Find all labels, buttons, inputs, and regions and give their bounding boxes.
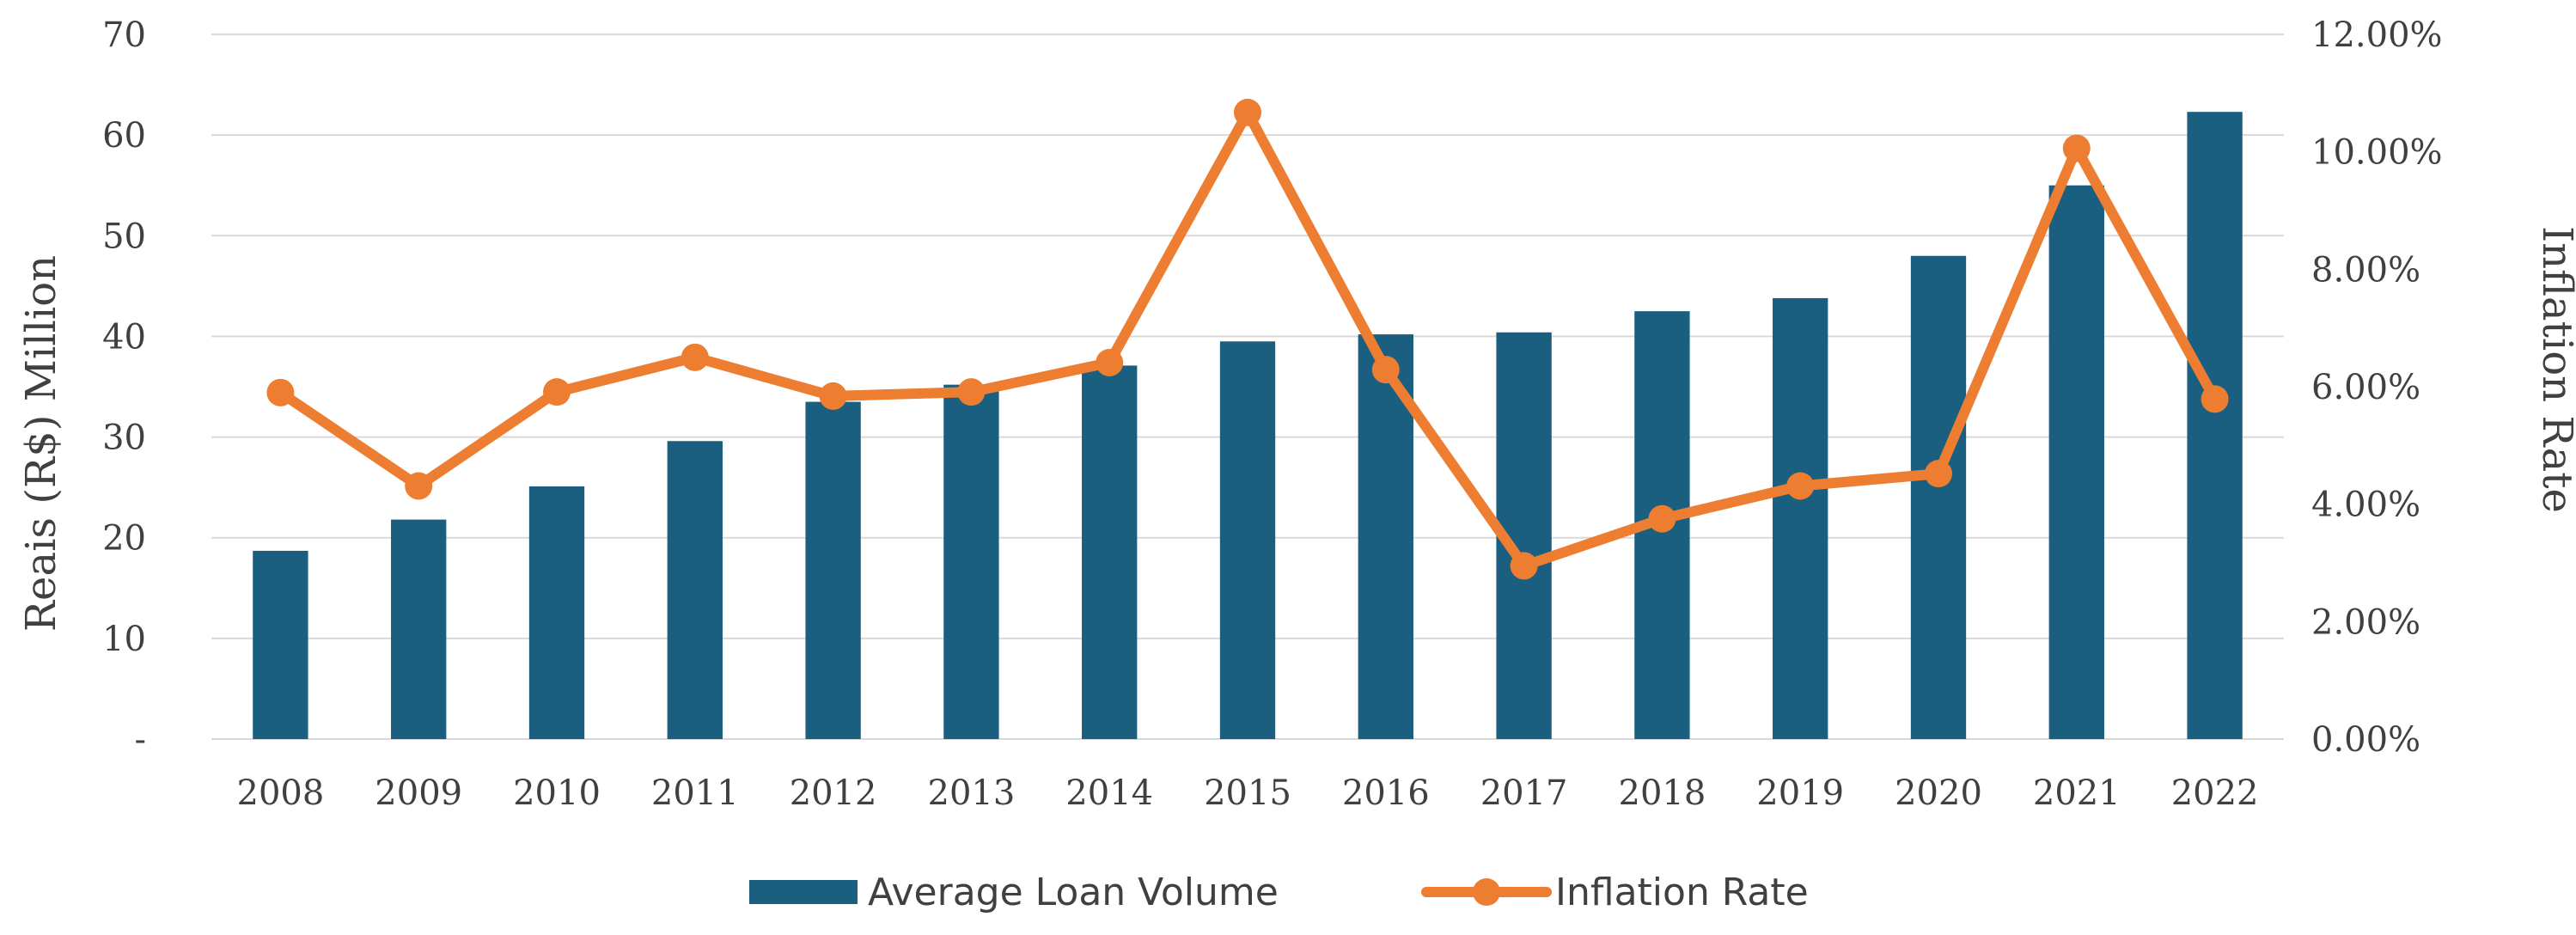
x-axis-ticks: 2008 2009 2010 2011 2012 2013 2014 2015 2016 2017… — [237, 773, 2259, 813]
inflation-point-2012 — [819, 382, 847, 410]
bar-series — [253, 112, 2243, 739]
left-tick-label: 10 — [102, 620, 146, 659]
x-tick-label-2017: 2017 — [1480, 773, 1568, 813]
line-series — [266, 98, 2229, 580]
x-tick-label-2020: 2020 — [1895, 773, 1982, 813]
legend-label-inflation-rate: Inflation Rate — [1555, 871, 1809, 914]
inflation-point-2019 — [1786, 472, 1815, 500]
bar-2022 — [2187, 112, 2243, 739]
x-tick-label-2022: 2022 — [2171, 773, 2259, 813]
left-tick-label: 50 — [102, 217, 146, 256]
inflation-point-2015 — [1234, 98, 1261, 126]
inflation-point-2009 — [405, 472, 433, 500]
legend-swatch-inflation-rate-marker — [1473, 878, 1500, 906]
inflation-point-2010 — [543, 378, 571, 406]
inflation-point-2016 — [1371, 356, 1400, 384]
x-tick-label-2021: 2021 — [2033, 773, 2121, 813]
inflation-point-2008 — [266, 378, 295, 406]
bar-2010 — [528, 486, 585, 739]
x-tick-label-2019: 2019 — [1756, 773, 1844, 813]
inflation-point-2013 — [957, 378, 986, 406]
right-axis-title: Inflation Rate — [2533, 226, 2576, 513]
bar-2008 — [253, 550, 308, 739]
left-tick-label: - — [134, 720, 146, 760]
bar-2014 — [1082, 365, 1138, 739]
left-tick-label: 30 — [102, 419, 146, 458]
x-tick-label-2015: 2015 — [1204, 773, 1291, 813]
x-tick-label-2010: 2010 — [513, 773, 601, 813]
bar-2021 — [2048, 185, 2104, 739]
x-tick-label-2012: 2012 — [790, 773, 877, 813]
inflation-point-2021 — [2062, 134, 2091, 162]
left-tick-label: 70 — [102, 15, 146, 55]
legend-label-average-loan-volume: Average Loan Volume — [868, 871, 1279, 914]
right-tick-label: 8.00% — [2311, 250, 2420, 290]
right-tick-label: 4.00% — [2311, 486, 2420, 525]
left-tick-label: 60 — [102, 116, 146, 156]
bar-2020 — [1910, 255, 1967, 739]
x-tick-label-2013: 2013 — [928, 773, 1016, 813]
right-tick-label: 12.00% — [2311, 15, 2443, 55]
left-axis-ticks: - 10 20 30 40 50 60 70 — [102, 15, 146, 760]
bar-2019 — [1773, 297, 1828, 739]
x-tick-label-2016: 2016 — [1342, 773, 1430, 813]
bar-2015 — [1219, 341, 1276, 739]
left-tick-label: 40 — [102, 317, 146, 357]
right-axis-ticks: 0.00% 2.00% 4.00% 6.00% 8.00% 10.00% 12.00% — [2311, 15, 2443, 760]
right-tick-label: 10.00% — [2311, 133, 2443, 173]
inflation-point-2017 — [1510, 552, 1538, 580]
legend-swatch-average-loan-volume — [749, 880, 858, 904]
left-axis-title: Reais (R$) Million — [17, 255, 65, 632]
inflation-point-2014 — [1096, 348, 1124, 376]
inflation-point-2020 — [1925, 460, 1952, 488]
x-tick-label-2009: 2009 — [375, 773, 462, 813]
legend: Average Loan Volume Inflation Rate — [749, 871, 1809, 914]
inflation-point-2022 — [2201, 385, 2229, 413]
x-tick-label-2014: 2014 — [1065, 773, 1153, 813]
bar-2011 — [667, 441, 723, 739]
right-tick-label: 6.00% — [2311, 368, 2420, 407]
bar-2013 — [943, 384, 999, 739]
x-tick-label-2008: 2008 — [237, 773, 325, 813]
bar-2009 — [391, 519, 447, 739]
x-tick-label-2018: 2018 — [1619, 773, 1706, 813]
right-tick-label: 0.00% — [2311, 720, 2420, 760]
inflation-point-2018 — [1648, 504, 1676, 533]
x-tick-label-2011: 2011 — [651, 773, 739, 813]
left-tick-label: 20 — [102, 519, 146, 559]
inflation-point-2011 — [681, 343, 709, 371]
right-tick-label: 2.00% — [2311, 602, 2420, 642]
bar-2012 — [805, 401, 861, 739]
